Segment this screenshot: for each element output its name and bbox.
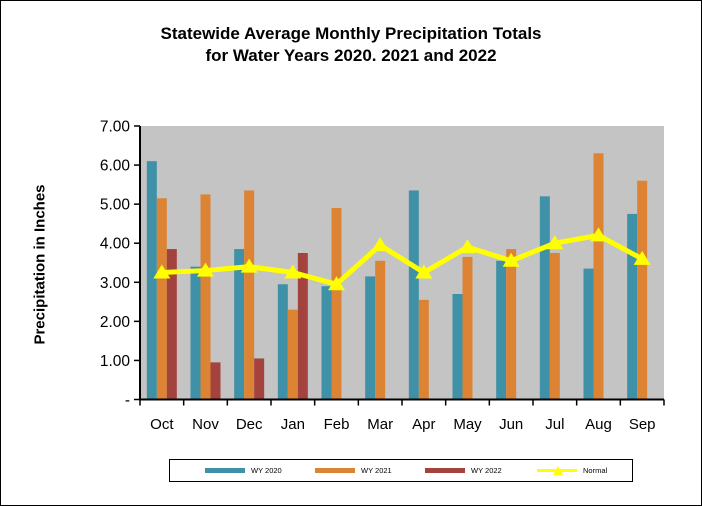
chart-title-line1: Statewide Average Monthly Precipitation … xyxy=(160,24,542,43)
chart-title: Statewide Average Monthly Precipitation … xyxy=(1,23,701,67)
chart-title-line2: for Water Years 2020. 2021 and 2022 xyxy=(205,46,497,65)
x-tick-label-mar: Mar xyxy=(367,416,393,433)
marker-normal-dec xyxy=(240,258,258,273)
x-tick-label-sep: Sep xyxy=(629,416,656,433)
legend-item-wy-2020: WY 2020 xyxy=(205,460,282,481)
y-tick-label: 1.00 xyxy=(100,353,131,370)
bar-wy-2020-apr xyxy=(408,190,419,400)
marker-normal-feb xyxy=(328,276,345,291)
bar-wy-2021-nov xyxy=(200,194,211,400)
bar-wy-2020-jan xyxy=(277,284,288,400)
bar-wy-2022-dec xyxy=(254,358,265,400)
bar-wy-2021-jul xyxy=(549,252,560,400)
y-tick-label: 7.00 xyxy=(100,119,131,136)
legend-label-wy-2022: WY 2022 xyxy=(471,466,502,475)
bar-wy-2021-dec xyxy=(244,190,255,400)
y-tick-label: 5.00 xyxy=(100,197,131,214)
bar-wy-2021-apr xyxy=(418,299,429,400)
bar-wy-2020-dec xyxy=(234,249,245,400)
y-tick-label: 2.00 xyxy=(100,314,131,331)
bar-wy-2022-oct xyxy=(166,249,177,400)
plot-area xyxy=(140,126,664,400)
x-tick-label-feb: Feb xyxy=(324,416,350,433)
bar-wy-2020-mar xyxy=(365,276,376,400)
marker-normal-nov xyxy=(197,262,214,277)
legend-item-normal: Normal xyxy=(537,460,607,481)
y-tick-label: - xyxy=(125,392,130,409)
y-tick-label: 6.00 xyxy=(100,158,131,175)
bar-wy-2020-jul xyxy=(539,196,550,400)
marker-normal-may xyxy=(459,239,476,254)
y-tick-label: 4.00 xyxy=(100,236,131,253)
bar-wy-2021-mar xyxy=(375,260,386,400)
legend-swatch-normal xyxy=(537,466,577,475)
bar-wy-2020-jun xyxy=(496,260,507,400)
bar-wy-2020-feb xyxy=(321,286,332,400)
marker-normal-jul xyxy=(546,235,564,250)
bar-wy-2021-feb xyxy=(331,208,342,400)
bar-wy-2021-jun xyxy=(506,249,517,400)
bar-wy-2021-jan xyxy=(287,309,298,400)
x-tick-label-jun: Jun xyxy=(499,416,523,433)
bar-wy-2021-may xyxy=(462,256,473,400)
x-tick-label-jul: Jul xyxy=(545,416,564,433)
x-tick-label-nov: Nov xyxy=(192,416,219,433)
legend-swatch-wy-2020 xyxy=(205,468,245,473)
bar-wy-2021-oct xyxy=(156,198,167,400)
x-tick-label-may: May xyxy=(453,416,482,433)
marker-normal-aug xyxy=(590,227,607,242)
x-tick-label-apr: Apr xyxy=(412,416,435,433)
marker-normal-jan xyxy=(284,264,302,279)
legend-item-wy-2022: WY 2022 xyxy=(425,460,502,481)
bar-wy-2020-sep xyxy=(627,213,638,400)
legend: WY 2020 WY 2021 WY 2022 Normal xyxy=(169,459,633,482)
legend-triangle-marker-icon xyxy=(553,466,563,475)
line-normal xyxy=(161,232,644,288)
marker-normal-apr xyxy=(415,264,433,279)
y-tick-label: 3.00 xyxy=(100,275,131,292)
legend-item-wy-2021: WY 2021 xyxy=(315,460,392,481)
bar-wy-2021-sep xyxy=(637,180,648,400)
bar-wy-2020-nov xyxy=(190,266,201,400)
marker-normal-mar xyxy=(371,237,389,252)
bar-wy-2022-jan xyxy=(297,252,308,400)
bar-wy-2022-nov xyxy=(210,362,221,400)
legend-swatch-wy-2021 xyxy=(315,468,355,473)
legend-label-normal: Normal xyxy=(583,466,608,475)
x-tick-label-aug: Aug xyxy=(585,416,612,433)
x-tick-label-dec: Dec xyxy=(236,416,263,433)
legend-swatch-wy-2022 xyxy=(425,468,465,473)
x-tick-label-jan: Jan xyxy=(281,416,305,433)
marker-normal-sep xyxy=(633,250,651,265)
bar-wy-2020-aug xyxy=(583,268,594,400)
bar-wy-2021-aug xyxy=(593,153,604,400)
legend-label-wy-2020: WY 2020 xyxy=(251,466,282,475)
legend-label-wy-2021: WY 2021 xyxy=(361,466,392,475)
x-tick-label-oct: Oct xyxy=(150,416,174,433)
bar-wy-2020-oct xyxy=(146,161,157,400)
marker-normal-jun xyxy=(502,252,520,267)
marker-normal-oct xyxy=(153,264,171,279)
bar-wy-2020-may xyxy=(452,294,463,400)
